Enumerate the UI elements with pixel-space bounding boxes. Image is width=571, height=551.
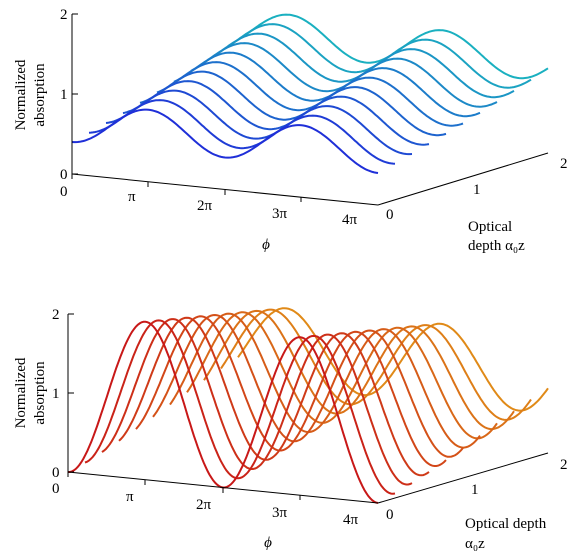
top-series-line-5 (156, 61, 464, 127)
bottom-xlabel: ϕ (264, 535, 272, 551)
bottom-y-tick-0: 0 (52, 465, 60, 481)
top-x-tick-3: 3π (272, 206, 288, 222)
top-ylabel-line1: Normalized (13, 59, 29, 130)
bottom-series-line-4 (135, 315, 447, 467)
top-y-tick-1: 1 (60, 87, 68, 103)
top-z-tick-2: 2 (560, 156, 568, 172)
bottom-x-tick-2: 2π (196, 497, 212, 513)
bottom-ylabel-line1: Normalized (13, 357, 29, 428)
top-zlabel-line1: Optical (468, 219, 512, 235)
bottom-z-tick-2: 2 (560, 457, 568, 473)
bottom-series-line-9 (220, 308, 532, 421)
bottom-series-line-1 (84, 319, 396, 495)
top-x-tick-1: π (128, 189, 136, 205)
top-zlabel-line2: depth α₀z (468, 238, 525, 254)
top-xlabel: ϕ (262, 237, 270, 253)
bottom-zlabel-line1: Optical depth (465, 516, 547, 532)
top-series-line-4 (139, 70, 447, 137)
bottom-zlabel-line2: α₀z (465, 536, 485, 551)
bottom-series-line-7 (186, 311, 498, 440)
top-series-line-0 (71, 108, 379, 174)
bottom-z-axis (377, 452, 549, 504)
top-x-tick-2: 2π (197, 198, 213, 214)
top-series-line-1 (88, 99, 396, 165)
bottom-x-axis (67, 471, 379, 504)
bottom-ylabel-line2: absorption (32, 361, 48, 425)
top-y-tick-2: 2 (60, 7, 68, 23)
top-y-tick-0: 0 (60, 167, 68, 183)
bottom-series-line-10 (237, 307, 549, 412)
bottom-y-tick-2: 2 (52, 307, 60, 323)
bottom-x-tick-3: 3π (272, 505, 288, 521)
top-series-lines (71, 13, 549, 174)
top-panel: 0 1 2 0 π 2π 3π 4π 0 1 2 Normalized abso… (13, 7, 568, 254)
bottom-x-tick-0: 0 (52, 481, 60, 497)
bottom-panel: 0 1 2 0 π 2π 3π 4π 0 1 2 Normalized abso… (13, 307, 568, 551)
top-x-axis (71, 173, 379, 206)
bottom-series-line-2 (101, 318, 413, 486)
bottom-z-tick-1: 1 (471, 482, 479, 498)
bottom-series-line-6 (169, 312, 481, 449)
top-series-line-2 (105, 89, 413, 156)
bottom-x-tick-4: 4π (343, 512, 359, 528)
bottom-y-tick-1: 1 (52, 386, 60, 402)
top-z-tick-0: 0 (386, 207, 394, 223)
top-x-tick-4: 4π (342, 212, 358, 228)
top-z-axis (377, 152, 549, 206)
top-series-line-3 (122, 80, 430, 146)
top-z-tick-1: 1 (473, 182, 481, 198)
bottom-x-tick-1: π (126, 489, 134, 505)
bottom-series-line-8 (203, 309, 515, 431)
top-x-tick-0: 0 (60, 184, 68, 200)
bottom-z-tick-0: 0 (386, 507, 394, 523)
bottom-series-line-5 (152, 313, 464, 458)
top-ylabel-line2: absorption (32, 63, 48, 127)
bottom-series-line-3 (118, 316, 430, 477)
